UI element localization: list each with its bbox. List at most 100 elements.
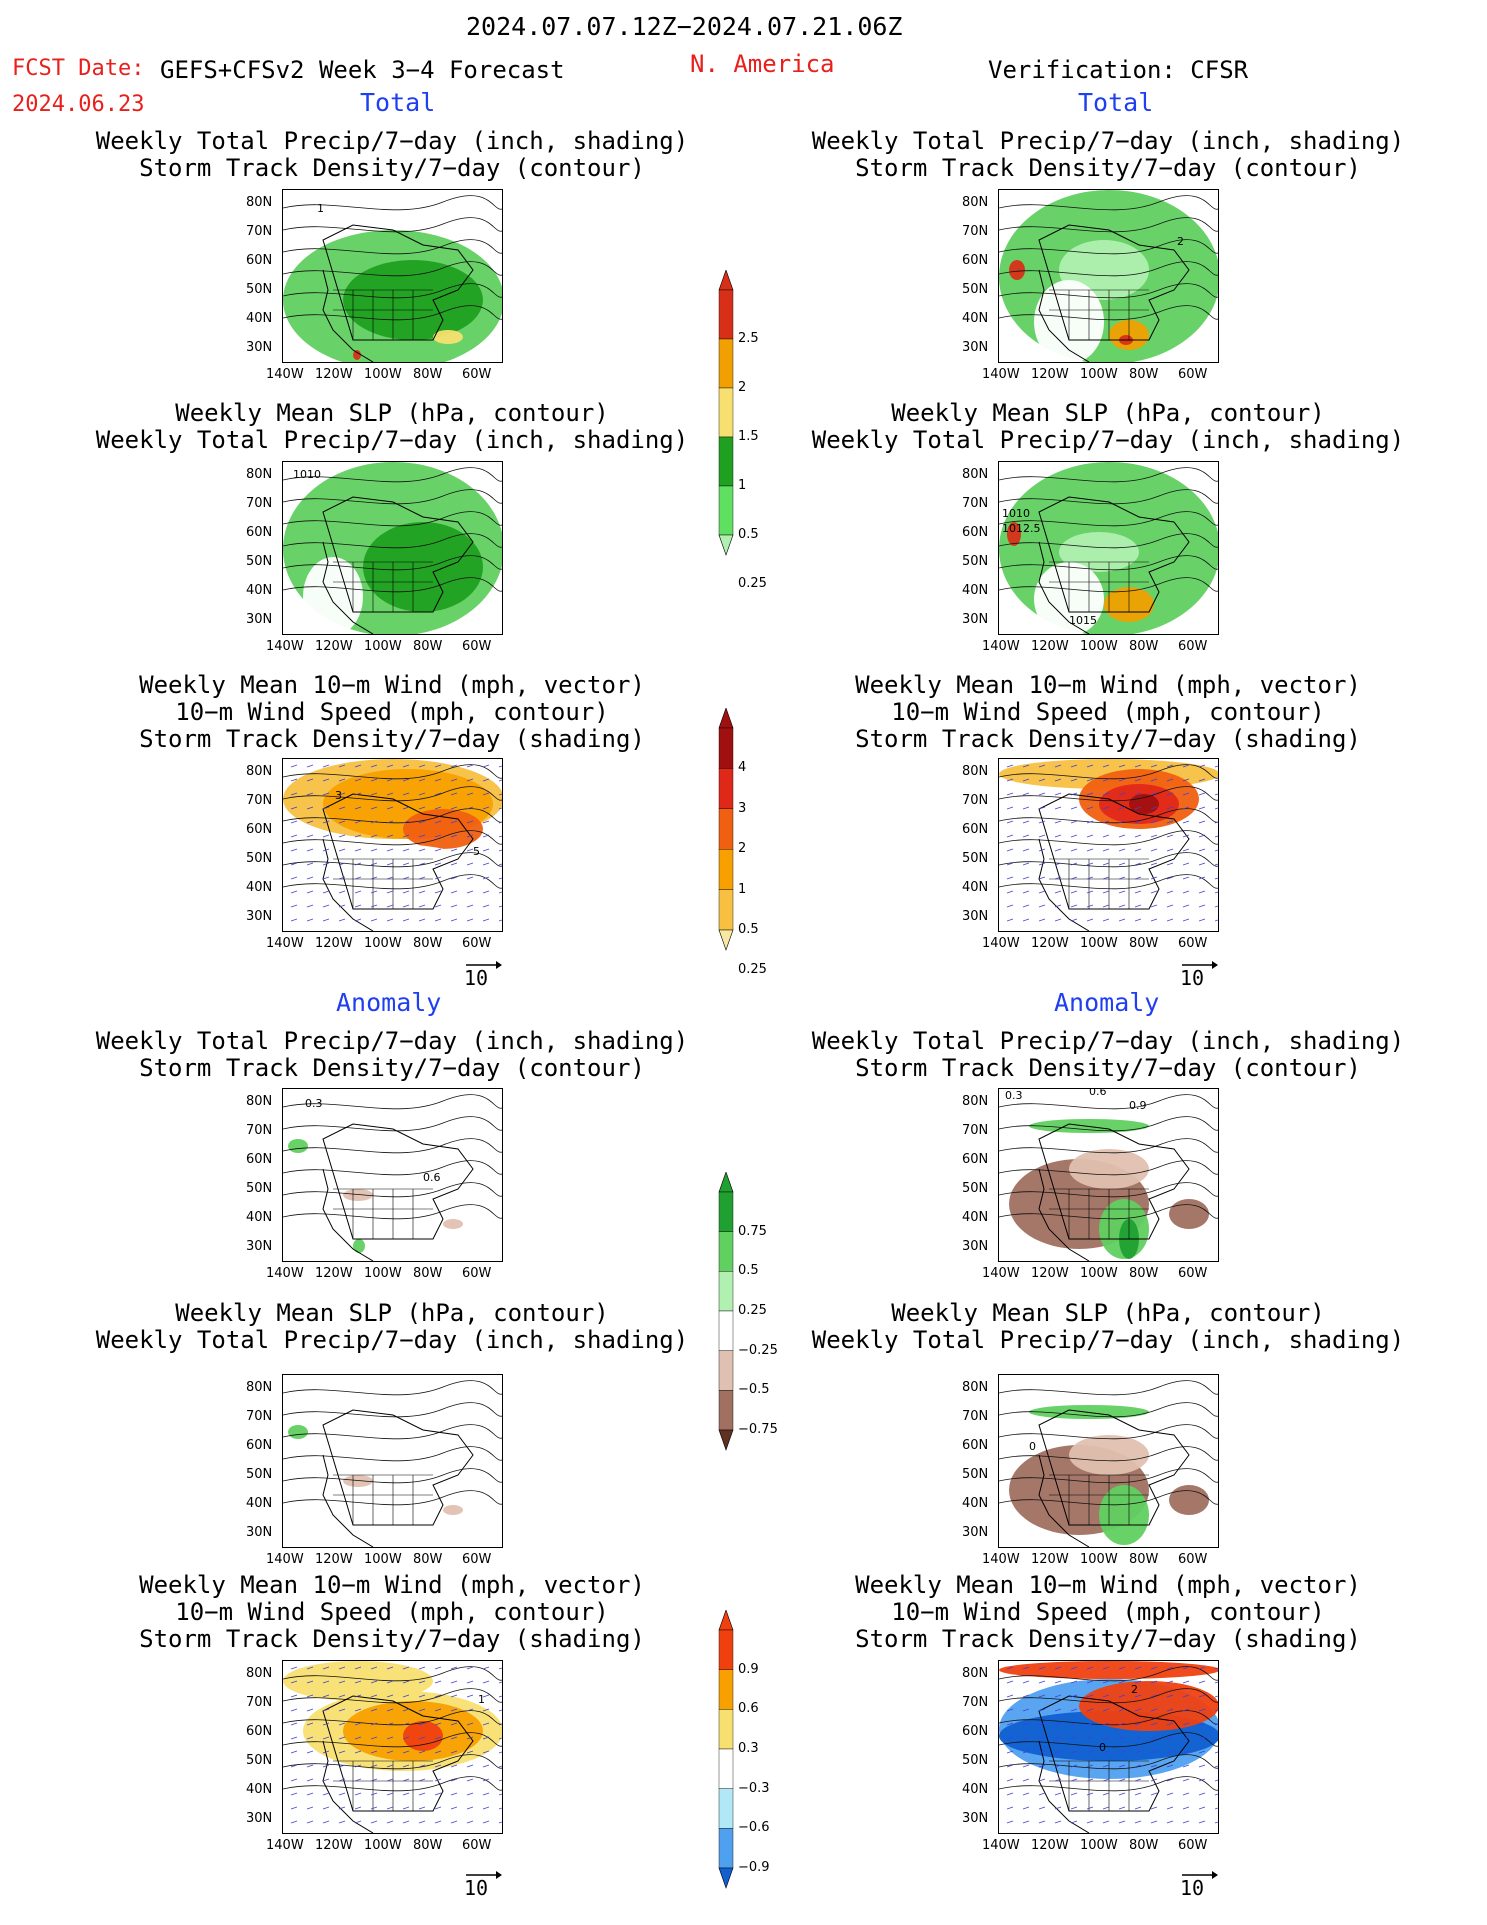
wind-vector xyxy=(498,877,502,880)
vector-ref-anom-verif: 10 xyxy=(1180,1871,1218,1900)
wind-vector xyxy=(1182,1750,1190,1754)
contour-line xyxy=(283,1666,502,1682)
wind-vector xyxy=(290,1680,298,1684)
wind-vector xyxy=(1166,820,1174,824)
shading-region xyxy=(303,557,363,634)
lon-tick-label: 140W xyxy=(982,639,1020,654)
wind-vector xyxy=(386,1666,394,1670)
wind-vector xyxy=(306,764,314,768)
wind-vector xyxy=(402,1694,410,1698)
wind-vector xyxy=(498,1779,502,1782)
lat-tick-label: 30N xyxy=(246,340,273,355)
wind-vector xyxy=(1102,1764,1110,1768)
wind-vector xyxy=(370,778,378,782)
lon-tick-label: 60W xyxy=(462,1552,492,1567)
wind-vector xyxy=(1134,1722,1142,1726)
wind-vector xyxy=(1070,890,1078,894)
wind-vector xyxy=(1038,806,1046,810)
colorbar-label: 0.25 xyxy=(738,576,767,591)
wind-vector xyxy=(1134,918,1142,922)
lat-tick-label: 50N xyxy=(246,1181,273,1196)
wind-vector xyxy=(1054,904,1062,908)
wind-vector xyxy=(1150,1722,1158,1726)
wind-vector xyxy=(338,904,346,908)
wind-vector xyxy=(498,821,502,824)
wind-vector xyxy=(418,1666,426,1670)
wind-vector xyxy=(1086,890,1094,894)
wind-vector xyxy=(1182,834,1190,838)
wind-vector xyxy=(1214,821,1218,824)
wind-vector xyxy=(1054,1778,1062,1782)
vector-ref-label: 10 xyxy=(464,966,489,990)
wind-vector xyxy=(1182,1792,1190,1796)
lat-tick-label: 80N xyxy=(246,195,273,210)
shading-region xyxy=(283,844,502,931)
wind-vector xyxy=(1118,792,1126,796)
wind-vector xyxy=(322,1764,330,1768)
wind-vector xyxy=(306,1764,314,1768)
wind-vector xyxy=(386,1764,394,1768)
colorbar-segment xyxy=(718,1390,734,1431)
lon-tick-label: 60W xyxy=(462,367,492,382)
wind-vector xyxy=(386,1694,394,1698)
wind-vector xyxy=(466,904,474,908)
wind-vector xyxy=(1166,862,1174,866)
lat-tick-label: 60N xyxy=(246,1724,273,1739)
wind-vector xyxy=(434,1708,442,1712)
wind-vector xyxy=(386,1820,394,1824)
wind-vector xyxy=(1022,764,1030,768)
wind-vector xyxy=(1070,820,1078,824)
wind-vector xyxy=(1102,1778,1110,1782)
wind-vector xyxy=(290,848,298,852)
coastline xyxy=(1038,1123,1190,1261)
wind-vector xyxy=(1198,862,1206,866)
wind-vector xyxy=(306,1666,314,1670)
wind-vector xyxy=(1022,876,1030,880)
contour-line xyxy=(283,1380,502,1396)
coastline xyxy=(1038,496,1190,634)
wind-vector xyxy=(1118,1820,1126,1824)
wind-vector xyxy=(482,834,490,838)
wind-vector xyxy=(450,862,458,866)
wind-vector xyxy=(466,1820,474,1824)
wind-vector xyxy=(434,890,442,894)
wind-vector xyxy=(418,1778,426,1782)
wind-vector xyxy=(402,1708,410,1712)
wind-vector xyxy=(1086,1806,1094,1810)
wind-vector xyxy=(498,849,502,852)
lat-tick-label: 30N xyxy=(246,1239,273,1254)
wind-vector xyxy=(1070,862,1078,866)
wind-vector xyxy=(1214,779,1218,782)
wind-vector xyxy=(498,793,502,796)
wind-vector xyxy=(418,918,426,922)
wind-vector xyxy=(418,890,426,894)
wind-vector xyxy=(386,862,394,866)
wind-vector xyxy=(1086,1820,1094,1824)
vector-ref-label: 10 xyxy=(1180,1876,1205,1900)
lat-tick-label: 40N xyxy=(962,583,989,598)
contour-line xyxy=(999,1446,1218,1462)
lat-tick-label: 70N xyxy=(962,793,989,808)
wind-vector xyxy=(1070,1736,1078,1740)
wind-vector xyxy=(1182,778,1190,782)
wind-vector xyxy=(290,1694,298,1698)
wind-vector xyxy=(1038,1820,1046,1824)
wind-vector xyxy=(1198,1708,1206,1712)
contour-label: 0.6 xyxy=(423,1171,441,1184)
wind-vector xyxy=(1086,1666,1094,1670)
wind-vector xyxy=(306,792,314,796)
wind-vector xyxy=(1198,1778,1206,1782)
wind-vector xyxy=(1102,792,1110,796)
wind-vector xyxy=(1134,1806,1142,1810)
colorbar-top-arrow xyxy=(718,1610,734,1631)
wind-vector xyxy=(402,1778,410,1782)
wind-vector xyxy=(1038,1694,1046,1698)
wind-vector xyxy=(322,1666,330,1670)
wind-vector xyxy=(1054,1722,1062,1726)
lat-tick-label: 50N xyxy=(962,1467,989,1482)
wind-vector xyxy=(338,876,346,880)
wind-vector xyxy=(322,1722,330,1726)
contour-line xyxy=(283,261,502,277)
wind-vector xyxy=(370,834,378,838)
